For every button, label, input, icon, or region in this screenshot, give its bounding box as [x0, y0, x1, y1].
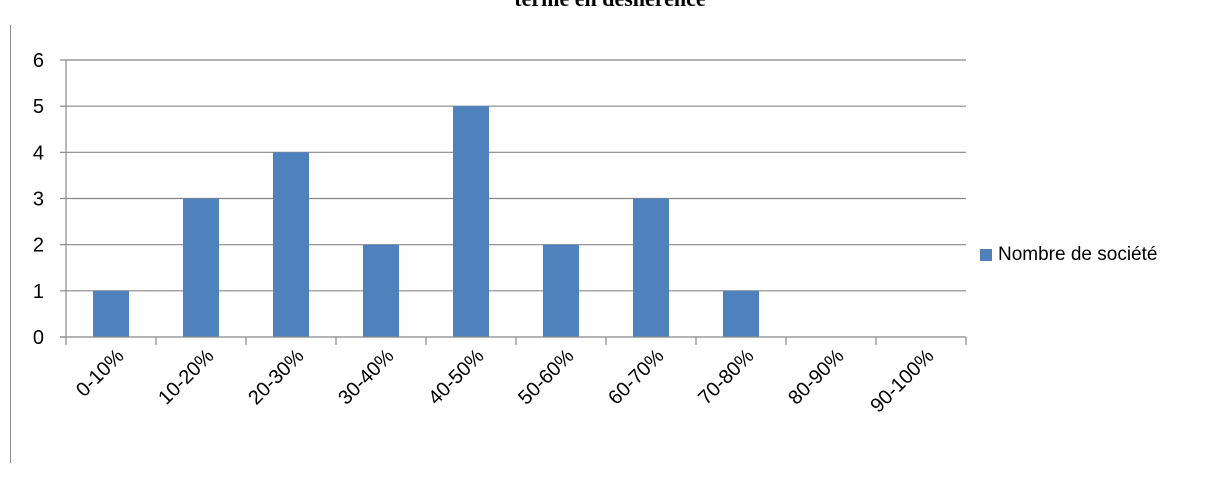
x-tick-label: 0-10% [72, 345, 129, 402]
bar [93, 290, 129, 337]
bar [363, 244, 399, 337]
x-tick-label: 90-100% [866, 345, 938, 417]
bar [183, 198, 219, 337]
y-tick-label: 2 [33, 235, 44, 257]
bar [273, 152, 309, 337]
y-tick-label: 0 [33, 327, 44, 349]
y-tick-label: 5 [33, 96, 44, 118]
y-axis-ticks: 0 1 2 3 4 5 6 [33, 50, 66, 349]
x-tick-label: 40-50% [424, 345, 488, 409]
legend-label: Nombre de société [998, 244, 1158, 265]
y-tick-label: 1 [33, 281, 44, 303]
x-tick-label: 30-40% [334, 345, 398, 409]
bars [93, 106, 759, 338]
axes [60, 60, 966, 338]
x-tick-label: 80-90% [784, 345, 848, 409]
legend: Nombre de société [980, 244, 1157, 266]
bar [543, 244, 579, 337]
y-tick-label: 3 [33, 189, 44, 211]
bar [633, 198, 669, 337]
legend-swatch [980, 249, 992, 261]
bar [723, 290, 759, 337]
grid-lines [66, 59, 966, 292]
x-tick-label: 20-30% [244, 345, 308, 409]
y-tick-label: 6 [33, 50, 44, 72]
bar [453, 106, 489, 338]
x-tick-label: 70-80% [694, 345, 758, 409]
x-tick-label: 60-70% [604, 345, 668, 409]
x-tick-label: 50-60% [514, 345, 578, 409]
frame-left-border [10, 25, 11, 463]
x-tick-label: 10-20% [154, 345, 218, 409]
x-axis-ticks: 0-10% 10-20% 20-30% 30-40% 40-50% 50-60% 60-70… [65, 337, 967, 417]
chart-title: terme en déshérence [360, 0, 860, 12]
y-tick-label: 4 [33, 142, 44, 164]
